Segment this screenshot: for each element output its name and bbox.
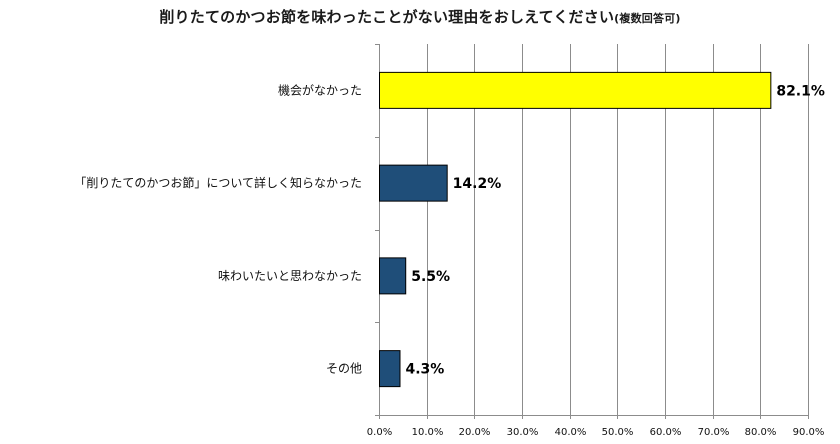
bar — [379, 350, 401, 388]
x-tick-label: 60.0% — [650, 427, 682, 438]
bar — [379, 71, 772, 109]
x-tick-label: 30.0% — [507, 427, 539, 438]
x-tick-label: 40.0% — [555, 427, 587, 438]
x-tick-label: 90.0% — [793, 427, 825, 438]
bar-layer — [379, 71, 772, 388]
chart-title-main: 削りたてのかつお節を味わったことがない理由をおしえてください — [159, 8, 615, 26]
data-label: 14.2% — [453, 176, 502, 192]
chart-title: 削りたてのかつお節を味わったことがない理由をおしえてください(複数回答可) — [0, 6, 840, 27]
category-label: その他 — [326, 362, 362, 376]
data-label: 82.1% — [776, 83, 825, 99]
axis-layer: 0.0% 10.0% 20.0% 30.0% 40.0% 50.0% 60.0% 70.0% 8… — [367, 44, 825, 438]
bar — [379, 257, 407, 295]
category-label: 味わいたいと思わなかった — [218, 269, 362, 283]
data-label: 5.5% — [411, 269, 450, 285]
x-tick-label: 70.0% — [698, 427, 730, 438]
chart-title-note: (複数回答可) — [614, 12, 681, 25]
x-tick-label: 50.0% — [602, 427, 634, 438]
x-tick-label: 80.0% — [745, 427, 777, 438]
label-layer: 機会がなかった 82.1% 「削りたてのかつお節」について詳しく知らなかった 14.2… — [74, 82, 825, 377]
bar — [379, 164, 448, 202]
x-tick-label: 10.0% — [412, 427, 444, 438]
data-label: 4.3% — [405, 362, 444, 378]
category-label: 「削りたてのかつお節」について詳しく知らなかった — [74, 175, 362, 190]
x-tick-label: 0.0% — [367, 427, 392, 438]
x-tick-label: 20.0% — [459, 427, 491, 438]
category-label: 機会がなかった — [278, 82, 362, 97]
